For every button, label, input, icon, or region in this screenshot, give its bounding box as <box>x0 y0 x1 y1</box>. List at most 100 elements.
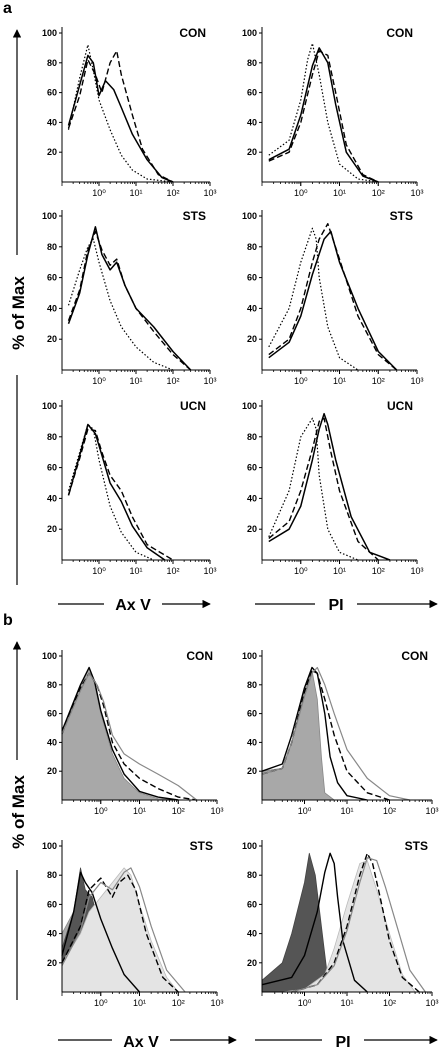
x-tick-label: 10⁰ <box>92 376 106 386</box>
y-tick-label: 20 <box>247 766 257 776</box>
series-dashed <box>61 874 179 993</box>
y-tick-label: 20 <box>247 958 257 968</box>
y-tick-label: 100 <box>242 651 257 661</box>
condition-label: CON <box>386 26 413 40</box>
x-tick-label: 10¹ <box>340 998 353 1008</box>
x-tick-label: 10¹ <box>133 806 146 816</box>
y-tick-label: 100 <box>42 28 57 38</box>
y-tick-label: 20 <box>247 524 257 534</box>
x-tick-label: 10³ <box>425 806 438 816</box>
x-tick-label: 10¹ <box>129 376 142 386</box>
x-tick-label: 10¹ <box>129 188 142 198</box>
series-filled <box>261 670 335 801</box>
x-tick-label: 10⁰ <box>298 998 312 1008</box>
x-tick-label: 10⁰ <box>92 566 106 576</box>
condition-label: UCN <box>180 399 206 413</box>
y-tick-label: 20 <box>47 334 57 344</box>
panel-label-a: a <box>3 0 12 17</box>
y-tick-label: 100 <box>242 401 257 411</box>
y-tick-label: 100 <box>42 841 57 851</box>
series-gray <box>291 857 426 993</box>
series-black <box>61 666 179 801</box>
y-tick-label: 80 <box>247 432 257 442</box>
x-tick-label: 10⁰ <box>94 806 108 816</box>
plot-a-sts-pi: 20 40 60 80 100 10⁰ 10¹ 10² 10³ STS <box>242 209 424 386</box>
y-tick-label: 40 <box>47 929 57 939</box>
series-gray <box>61 672 198 801</box>
series-dashed <box>67 50 174 183</box>
x-tick-label: 10¹ <box>333 376 346 386</box>
series-solid <box>67 226 192 371</box>
y-tick-label: 80 <box>247 58 257 68</box>
y-tick-label: 60 <box>47 88 57 98</box>
x-axis-label-a-pi: PI <box>328 597 343 614</box>
y-tick-label: 60 <box>47 273 57 283</box>
y-tick-label: 60 <box>247 709 257 719</box>
y-tick-label: 100 <box>42 211 57 221</box>
plot-a-sts-axv: 20 40 60 80 100 10⁰ 10¹ 10² 10³ STS <box>42 209 217 386</box>
x-tick-label: 10³ <box>210 806 223 816</box>
y-tick-label: 20 <box>47 766 57 776</box>
y-tick-label: 60 <box>47 899 57 909</box>
x-tick-label: 10⁰ <box>294 376 308 386</box>
series-dashed <box>61 672 197 801</box>
y-tick-label: 40 <box>47 303 57 313</box>
series-solid <box>268 230 398 371</box>
y-tick-label: 60 <box>47 709 57 719</box>
x-axis-label-b-pi: PI <box>335 1034 350 1050</box>
x-tick-label: 10³ <box>425 998 438 1008</box>
series-dashed <box>268 223 398 371</box>
condition-label: STS <box>190 839 213 853</box>
x-tick-label: 10¹ <box>340 806 353 816</box>
y-tick-label: 80 <box>247 680 257 690</box>
series-dashed <box>67 428 174 561</box>
panel-label-b: b <box>3 612 13 629</box>
x-tick-label: 10⁰ <box>294 188 308 198</box>
plot-a-con-pi: 20 40 60 80 100 10⁰ 10¹ 10² 10³ CON <box>242 26 424 198</box>
x-tick-label: 10¹ <box>333 188 346 198</box>
y-tick-label: 80 <box>47 870 57 880</box>
x-tick-label: 10³ <box>203 376 216 386</box>
series-dashed <box>268 417 379 561</box>
y-tick-label: 60 <box>47 463 57 473</box>
condition-label: STS <box>183 209 206 223</box>
condition-label: STS <box>405 839 428 853</box>
x-tick-label: 10⁰ <box>92 188 106 198</box>
x-tick-label: 10² <box>166 376 179 386</box>
series-dotted <box>67 44 174 183</box>
condition-label: CON <box>186 649 213 663</box>
x-tick-label: 10³ <box>410 376 423 386</box>
y-tick-label: 100 <box>42 401 57 411</box>
plot-a-con-axv: 20 40 60 80 100 10⁰ 10¹ 10² 10³ CON <box>42 26 217 198</box>
plot-b-sts-axv: 20 40 60 80 100 10⁰ 10¹ 10² 10³ STS <box>42 839 224 1008</box>
y-axis-label-a: % of Max <box>9 276 28 350</box>
x-tick-label: 10³ <box>203 566 216 576</box>
y-tick-label: 100 <box>242 28 257 38</box>
y-tick-label: 20 <box>247 334 257 344</box>
plot-a-ucn-pi: 20 40 60 80 100 10⁰ 10¹ 10² 10³ UCN <box>242 399 424 576</box>
y-tick-label: 40 <box>247 737 257 747</box>
y-tick-label: 100 <box>242 841 257 851</box>
condition-label: CON <box>401 649 428 663</box>
y-tick-label: 60 <box>247 273 257 283</box>
x-tick-label: 10² <box>372 376 385 386</box>
x-axis-label-b-axv: Ax V <box>123 1034 159 1050</box>
plot-b-con-axv: 20 40 60 80 100 10⁰ 10¹ 10² 10³ CON <box>42 649 224 816</box>
y-tick-label: 80 <box>47 58 57 68</box>
y-tick-label: 20 <box>47 147 57 157</box>
y-tick-label: 40 <box>47 493 57 503</box>
x-tick-label: 10³ <box>210 998 223 1008</box>
x-tick-label: 10¹ <box>333 566 346 576</box>
series-solid <box>268 412 391 561</box>
x-tick-label: 10² <box>383 806 396 816</box>
condition-label: STS <box>390 209 413 223</box>
y-tick-label: 40 <box>247 117 257 127</box>
y-tick-label: 80 <box>47 242 57 252</box>
y-tick-label: 20 <box>47 958 57 968</box>
x-tick-label: 10² <box>383 998 396 1008</box>
x-tick-label: 10¹ <box>129 566 142 576</box>
y-tick-label: 40 <box>47 737 57 747</box>
y-tick-label: 40 <box>47 117 57 127</box>
x-tick-label: 10⁰ <box>298 806 312 816</box>
